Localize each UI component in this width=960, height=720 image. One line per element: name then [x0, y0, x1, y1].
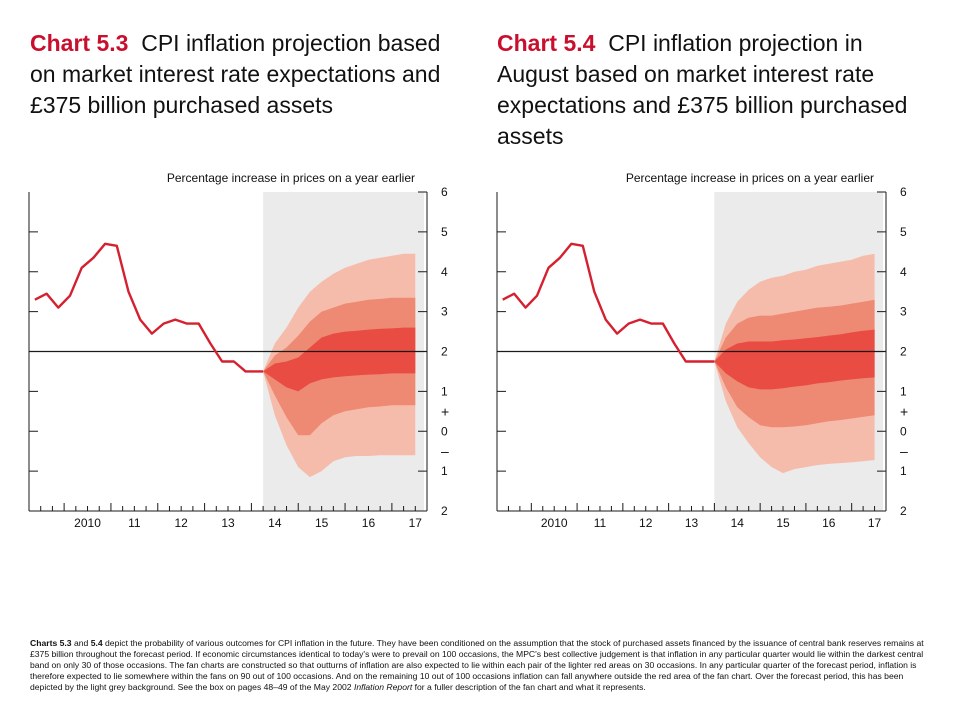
y-tick-label: 3 — [900, 305, 907, 319]
x-tick-label: 17 — [868, 516, 882, 530]
y-tick-label: 2 — [441, 504, 448, 518]
y-tick-label: 6 — [900, 185, 907, 199]
x-tick-label: 13 — [221, 516, 235, 530]
y-tick-label: 2 — [900, 345, 907, 359]
y-tick-label: 5 — [441, 225, 448, 239]
x-tick-label: 16 — [822, 516, 836, 530]
chart-5-3-title: Chart 5.3 CPI inflation projection based… — [30, 28, 450, 121]
x-tick-label: 16 — [362, 516, 376, 530]
y-tick-label: 4 — [441, 265, 448, 279]
negative-sign-label: – — [900, 443, 908, 459]
y-tick-label: 1 — [900, 384, 907, 398]
x-tick-label: 12 — [174, 516, 188, 530]
y-tick-label: 4 — [900, 265, 907, 279]
x-tick-label: 12 — [639, 516, 653, 530]
y-tick-label: 5 — [900, 225, 907, 239]
fan-band-inner — [714, 329, 875, 390]
chart-5-3-number: Chart 5.3 — [30, 30, 129, 56]
y-tick-label: 2 — [900, 504, 907, 518]
x-tick-label: 15 — [315, 516, 329, 530]
y-tick-label: 1 — [441, 464, 448, 478]
footnote-lead2: 5.4 — [90, 638, 103, 648]
chart-5-4-title: Chart 5.4 CPI inflation projection in Au… — [497, 28, 937, 152]
y-tick-label: 1 — [900, 464, 907, 478]
y-tick-label: 0 — [441, 424, 448, 438]
cpi-history-line — [502, 242, 715, 363]
chart-5-3-title-text: CPI inflation projection based on market… — [30, 30, 441, 118]
y-tick-label: 1 — [441, 384, 448, 398]
x-tick-label: 2010 — [541, 516, 568, 530]
y-tick-label: 2 — [441, 345, 448, 359]
x-tick-label: 2010 — [74, 516, 101, 530]
positive-sign-label: + — [441, 403, 449, 419]
y-tick-label: 3 — [441, 305, 448, 319]
x-tick-label: 13 — [685, 516, 699, 530]
footnote-lead: Charts 5.3 — [30, 638, 72, 648]
axis-title: Percentage increase in prices on a year … — [626, 171, 874, 185]
x-tick-label: 17 — [409, 516, 423, 530]
y-tick-label: 0 — [900, 424, 907, 438]
chart-5-4-title-text: CPI inflation projection in August based… — [497, 30, 908, 149]
cpi-history-line — [34, 242, 264, 373]
chart-5-4-number: Chart 5.4 — [497, 30, 596, 56]
x-tick-label: 14 — [731, 516, 745, 530]
x-tick-label: 11 — [128, 516, 141, 530]
y-tick-label: 6 — [441, 185, 448, 199]
footnote-report-name: Inflation Report — [353, 682, 413, 692]
axis-title: Percentage increase in prices on a year … — [167, 171, 415, 185]
fan-band-inner — [263, 327, 416, 392]
chart-footnote: Charts 5.3 and 5.4 depict the probabilit… — [30, 638, 935, 693]
negative-sign-label: – — [441, 443, 449, 459]
footnote-text-2: for a fuller description of the fan char… — [412, 682, 646, 692]
positive-sign-label: + — [900, 403, 908, 419]
x-tick-label: 14 — [268, 516, 282, 530]
footnote-text-1: depict the probability of various outcom… — [30, 638, 924, 692]
footnote-and: and — [71, 638, 91, 648]
x-tick-label: 11 — [594, 516, 607, 530]
x-tick-label: 15 — [776, 516, 790, 530]
